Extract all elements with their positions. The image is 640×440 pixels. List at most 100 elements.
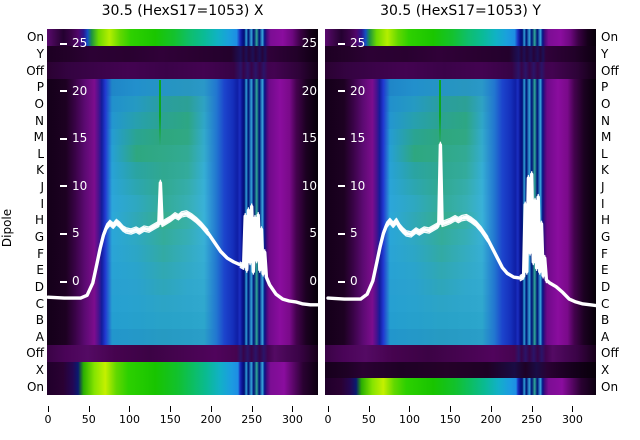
heatmap-row xyxy=(325,78,596,96)
xtick-label: 0 xyxy=(324,413,332,426)
xtick-label: 150 xyxy=(439,413,461,426)
row-label-right: K xyxy=(601,163,609,178)
heatmap-row xyxy=(47,178,318,196)
heatmap-row xyxy=(47,378,318,395)
heatmap-row xyxy=(325,95,596,113)
row-label-left: E xyxy=(36,263,44,278)
heatmap-row xyxy=(47,145,318,163)
heatmap-row xyxy=(325,295,596,312)
heatmap-row xyxy=(325,112,596,129)
heatmap-row xyxy=(47,278,318,296)
inner-ytick-label: 5 xyxy=(60,226,80,240)
inner-ytick-label: 0 xyxy=(60,274,80,288)
xtick-mark xyxy=(292,406,294,412)
xtick-label: 200 xyxy=(200,413,222,426)
xtick-mark xyxy=(251,406,253,412)
tick-dash xyxy=(60,137,67,140)
curve-trace xyxy=(326,143,596,308)
row-label-right: N xyxy=(601,113,610,128)
row-label-right: B xyxy=(601,313,610,328)
row-label-right: Off xyxy=(601,63,619,78)
row-label-left: C xyxy=(35,296,44,311)
row-label-left: X xyxy=(35,363,44,378)
xtick-mark xyxy=(88,406,90,412)
row-label-right: L xyxy=(601,146,608,161)
heatmap-row xyxy=(325,378,596,395)
xtick-label: 250 xyxy=(521,413,543,426)
heatmap-row xyxy=(47,361,318,379)
curve-trace xyxy=(96,179,209,262)
row-label-left: F xyxy=(37,246,44,261)
xtick-mark xyxy=(409,406,411,412)
inner-ytick-label-right: 15 xyxy=(301,131,317,146)
tick-dash xyxy=(338,232,345,235)
row-label-left: Off xyxy=(26,346,44,361)
xtick-mark xyxy=(450,406,452,412)
row-label-right: M xyxy=(601,130,612,145)
xtick-label: 200 xyxy=(480,413,502,426)
row-label-left: H xyxy=(34,213,44,228)
xtick-label: 150 xyxy=(159,413,181,426)
inner-ytick-label: 25 xyxy=(60,36,87,50)
tick-dash xyxy=(60,185,67,188)
row-label-right: Off xyxy=(601,346,619,361)
heatmap-row xyxy=(325,29,596,46)
row-label-left: P xyxy=(36,80,44,95)
row-label-left: On xyxy=(26,379,44,394)
curve-trace xyxy=(376,141,489,261)
row-label-right: I xyxy=(601,196,605,211)
row-label-left: A xyxy=(35,329,44,344)
row-label-right: C xyxy=(601,296,610,311)
xtick-label: 250 xyxy=(241,413,263,426)
inner-ytick-label: 5 xyxy=(338,226,358,240)
heatmap-row xyxy=(325,62,596,79)
inner-ytick-label-right: 5 xyxy=(309,226,317,241)
row-label-left: D xyxy=(34,279,44,294)
inner-ytick-label: 25 xyxy=(338,36,365,50)
inner-ytick-label: 15 xyxy=(60,131,87,145)
heatmap-row xyxy=(47,29,318,46)
left-panel-title: 30.5 (HexS17=1053) X xyxy=(101,3,264,19)
overlay-curve xyxy=(47,179,318,307)
heatmap-panel-y: 25 20 15 10 5 0 xyxy=(325,29,596,395)
row-label-right: G xyxy=(601,229,611,244)
inner-ytick-label-right: 10 xyxy=(301,178,317,193)
row-label-right: On xyxy=(601,379,619,394)
heatmap-panel-x: 25 25 20 20 15 15 10 10 5 5 0 0 xyxy=(47,29,318,395)
xtick-label: 300 xyxy=(561,413,583,426)
heatmap-row xyxy=(47,128,318,146)
xtick-label: 300 xyxy=(281,413,303,426)
green-vertical-line xyxy=(158,80,161,146)
xtick-mark xyxy=(328,406,329,412)
right-panel-title: 30.5 (HexS17=1053) Y xyxy=(380,3,541,19)
heatmap-row xyxy=(47,345,318,362)
row-label-right: D xyxy=(601,279,611,294)
xtick-label: 100 xyxy=(118,413,140,426)
curve-trace xyxy=(47,181,318,307)
xtick-mark xyxy=(490,406,492,412)
row-label-left: G xyxy=(34,229,44,244)
heatmap-row xyxy=(325,361,596,379)
curve-trace xyxy=(96,184,209,268)
row-label-right: P xyxy=(601,80,609,95)
tick-dash xyxy=(60,280,67,283)
inner-ytick-label-right: 0 xyxy=(309,274,317,288)
row-label-left: I xyxy=(40,196,44,211)
xtick-mark xyxy=(170,406,172,412)
row-label-left: Off xyxy=(26,63,44,78)
heatmap-row xyxy=(325,128,596,146)
heatmap-row xyxy=(47,62,318,79)
tick-dash xyxy=(338,280,345,283)
inner-ytick-label-right: 25 xyxy=(301,36,317,50)
overlay-curve xyxy=(326,141,596,308)
inner-ytick-label: 20 xyxy=(60,84,87,98)
heatmap-row xyxy=(47,78,318,96)
xtick-mark xyxy=(368,406,370,412)
curve-trace xyxy=(376,146,489,266)
xtick-label: 0 xyxy=(44,413,52,426)
heatmap-row xyxy=(325,328,596,346)
tick-dash xyxy=(338,185,345,188)
row-label-left: N xyxy=(35,113,44,128)
row-label-left: O xyxy=(34,96,44,111)
